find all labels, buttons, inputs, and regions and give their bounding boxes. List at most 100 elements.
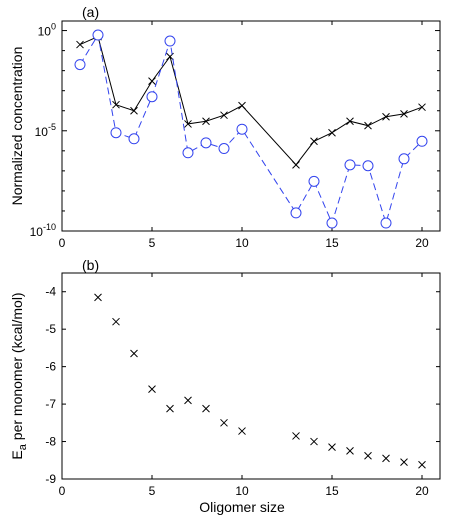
y-tick-label: 100 — [38, 22, 56, 39]
x-marker — [310, 437, 318, 446]
circle-marker — [92, 29, 104, 41]
x-marker-stroke — [346, 117, 354, 126]
x-marker — [400, 458, 408, 466]
series-group-b — [94, 293, 426, 469]
x-marker-stroke — [400, 109, 408, 118]
x-marker-stroke — [76, 40, 84, 49]
x-marker — [364, 121, 372, 130]
panel-label-a: (a) — [82, 4, 99, 20]
circle-marker — [110, 127, 122, 139]
x-marker — [184, 396, 192, 405]
x-tick-label: 20 — [415, 236, 429, 250]
x-marker — [238, 101, 246, 110]
x-tick-label: 20 — [415, 484, 429, 498]
x-marker-stroke — [112, 317, 120, 326]
circle-marker — [200, 137, 212, 149]
y-axis-b: -4 -5 -6 -7 -8 -9 — [45, 285, 440, 486]
circle-marker — [164, 35, 176, 47]
x-axis-label-b: Oligomer size — [199, 499, 285, 515]
x-marker-stroke — [94, 293, 102, 302]
x-tick-label: 15 — [325, 484, 339, 498]
x-tick-label: 0 — [59, 484, 66, 498]
x-marker — [220, 418, 228, 427]
x-tick-label: 10 — [235, 484, 249, 498]
x-marker — [382, 454, 390, 463]
plot-area-a — [61, 20, 441, 232]
x-marker — [346, 447, 354, 455]
x-marker — [328, 443, 336, 452]
x-marker-stroke — [328, 128, 336, 137]
x-marker-stroke — [328, 443, 336, 452]
circle-marker — [74, 59, 86, 71]
x-marker-stroke — [382, 454, 390, 463]
x-tick-label: 5 — [149, 236, 156, 250]
y-tick-label: 10-10 — [30, 222, 56, 239]
x-tick-label: 5 — [149, 484, 156, 498]
y-tick-label: -8 — [45, 435, 56, 449]
x-marker-stroke — [382, 112, 390, 121]
x-tick-label: 15 — [325, 236, 339, 250]
x-marker-stroke — [292, 432, 300, 440]
panel-label-b: (b) — [82, 257, 99, 273]
x-marker — [382, 112, 390, 121]
x-marker — [76, 40, 84, 49]
x-marker — [292, 432, 300, 440]
circle-marker — [182, 147, 194, 159]
x-marker-stroke — [310, 137, 318, 146]
y-tick-label: -9 — [45, 472, 56, 486]
circle-marker — [290, 207, 302, 219]
x-marker — [202, 404, 210, 413]
x-marker-stroke — [148, 385, 156, 393]
circle-marker — [398, 153, 410, 165]
x-marker-stroke — [310, 437, 318, 446]
y-label-main: E — [9, 450, 25, 459]
x-marker-stroke — [112, 100, 120, 109]
x-tick-label: 10 — [235, 236, 249, 250]
x-marker-stroke — [202, 404, 210, 413]
x-marker-stroke — [220, 418, 228, 427]
x-marker — [238, 427, 246, 435]
x-marker-stroke — [166, 404, 174, 413]
x-marker — [220, 111, 228, 120]
x-marker-stroke — [130, 106, 138, 115]
x-marker-stroke — [220, 111, 228, 120]
plot-area-b — [61, 272, 441, 480]
x-tick-label: 0 — [59, 236, 66, 250]
x-marker — [130, 349, 138, 358]
circle-marker — [218, 143, 230, 155]
circle-marker — [416, 135, 428, 147]
x-marker-stroke — [418, 460, 426, 469]
y-axis-label-b: Ea per monomer (kcal/mol) — [9, 292, 29, 459]
x-marker — [184, 120, 192, 128]
x-marker-stroke — [364, 121, 372, 130]
circle-marker — [326, 217, 338, 229]
x-marker — [310, 137, 318, 146]
x-marker — [112, 100, 120, 109]
x-marker-stroke — [292, 160, 300, 169]
y-label-subscript: a — [17, 443, 29, 450]
x-marker — [346, 117, 354, 126]
x-axis-a: 0 5 10 15 20 — [59, 21, 429, 250]
x-marker — [328, 128, 336, 137]
y-axis-a: 100 10-5 10-10 — [30, 22, 440, 239]
x-marker — [418, 460, 426, 469]
x-axis-b: 0 5 10 15 20 — [59, 273, 429, 498]
x-marker — [292, 160, 300, 169]
x-marker-stroke — [238, 101, 246, 110]
x-marker-stroke — [364, 451, 372, 460]
x-marker — [400, 109, 408, 118]
circle-marker — [146, 91, 158, 103]
x-marker — [148, 77, 156, 85]
x-marker-stroke — [238, 427, 246, 435]
x-marker — [94, 293, 102, 302]
y-tick-label: -4 — [45, 285, 56, 299]
y-tick-label: -6 — [45, 360, 56, 374]
series-group-a — [74, 29, 428, 229]
x-marker-stroke — [184, 120, 192, 128]
circle-marker — [236, 123, 248, 135]
y-label-rest: per monomer (kcal/mol) — [9, 292, 25, 444]
y-axis-label-a: Normalized concentration — [9, 47, 25, 206]
x-marker — [202, 117, 210, 126]
series-line-1 — [79, 35, 423, 166]
